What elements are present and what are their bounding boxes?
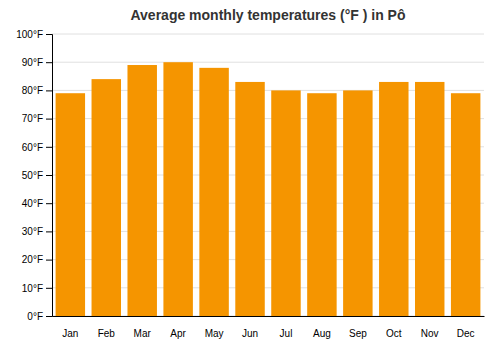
chart: 0°F 10°F 20°F 30°F 40°F 50°F 60°F 70°F 80°F 90°F 1… [0, 0, 500, 350]
tick: 90°F [22, 57, 52, 68]
tick: 60°F [22, 142, 52, 153]
tick: Dec [457, 328, 475, 339]
tick-label: May [205, 328, 224, 339]
bar [379, 82, 408, 316]
tick-mark [46, 316, 52, 317]
tick-label: 40°F [22, 198, 43, 209]
tick: 100°F [16, 29, 52, 40]
tick-mark [46, 90, 52, 91]
bars [56, 62, 481, 316]
tick-mark [46, 119, 52, 120]
tick-label: Mar [134, 328, 152, 339]
tick: 50°F [22, 170, 52, 181]
bar [199, 68, 228, 316]
grid [52, 34, 484, 316]
tick-mark [46, 231, 52, 232]
y-axis: 0°F 10°F 20°F 30°F 40°F 50°F 60°F 70°F 80°F 90°F 1… [16, 29, 52, 322]
tick: 30°F [22, 226, 52, 237]
tick-label: Jan [62, 328, 78, 339]
tick-label: Jul [280, 328, 293, 339]
tick-mark [46, 175, 52, 176]
tick-label: 90°F [22, 57, 43, 68]
tick-label: Oct [386, 328, 402, 339]
tick: 20°F [22, 254, 52, 265]
grid-line [52, 34, 484, 35]
tick-label: Aug [313, 328, 331, 339]
tick: Jul [280, 328, 293, 339]
x-axis: Jan Feb Mar Apr May Jun Jul Aug Sep Oct Nov Dec [53, 317, 485, 340]
tick-label: Nov [421, 328, 439, 339]
tick-label: 80°F [22, 85, 43, 96]
tick-label: 60°F [22, 142, 43, 153]
tick-label: 70°F [22, 113, 43, 124]
plot: 0°F 10°F 20°F 30°F 40°F 50°F 60°F 70°F 80°F 90°F 1… [16, 29, 484, 339]
tick: Aug [313, 328, 331, 339]
tick: 0°F [27, 311, 52, 322]
bar [235, 82, 264, 316]
bar [56, 93, 85, 316]
tick: Jun [242, 328, 258, 339]
bar [451, 93, 480, 316]
tick-mark [46, 147, 52, 148]
tick-label: 20°F [22, 254, 43, 265]
tick: 40°F [22, 198, 52, 209]
tick: Jan [62, 328, 78, 339]
bar [343, 90, 372, 316]
tick-label: Sep [349, 328, 367, 339]
tick-label: 50°F [22, 170, 43, 181]
bar [415, 82, 444, 316]
tick: Nov [421, 328, 439, 339]
tick: Feb [98, 328, 116, 339]
bar [271, 90, 300, 316]
tick: 10°F [22, 283, 52, 294]
tick: Apr [170, 328, 186, 339]
tick-label: Apr [170, 328, 186, 339]
tick: May [205, 328, 224, 339]
tick-label: 100°F [16, 29, 43, 40]
tick-label: Feb [98, 328, 116, 339]
axis-line [46, 35, 53, 317]
tick-label: 10°F [22, 283, 43, 294]
title: Average monthly temperatures (°F ) in Pô [130, 7, 405, 23]
bar [127, 65, 156, 316]
tick: Mar [134, 328, 152, 339]
bar [92, 79, 121, 316]
axis-line [53, 316, 485, 317]
tick-label: Dec [457, 328, 475, 339]
tick-mark [46, 260, 52, 261]
bar [163, 62, 192, 316]
bar [307, 93, 336, 316]
tick: 80°F [22, 85, 52, 96]
tick: Sep [349, 328, 367, 339]
tick-label: 0°F [27, 311, 43, 322]
grid-line [52, 62, 484, 63]
tick-mark [46, 288, 52, 289]
tick-label: 30°F [22, 226, 43, 237]
tick: 70°F [22, 113, 52, 124]
tick: Oct [386, 328, 402, 339]
tick-mark [46, 62, 52, 63]
tick-mark [46, 34, 52, 35]
tick-label: Jun [242, 328, 258, 339]
tick-mark [46, 203, 52, 204]
